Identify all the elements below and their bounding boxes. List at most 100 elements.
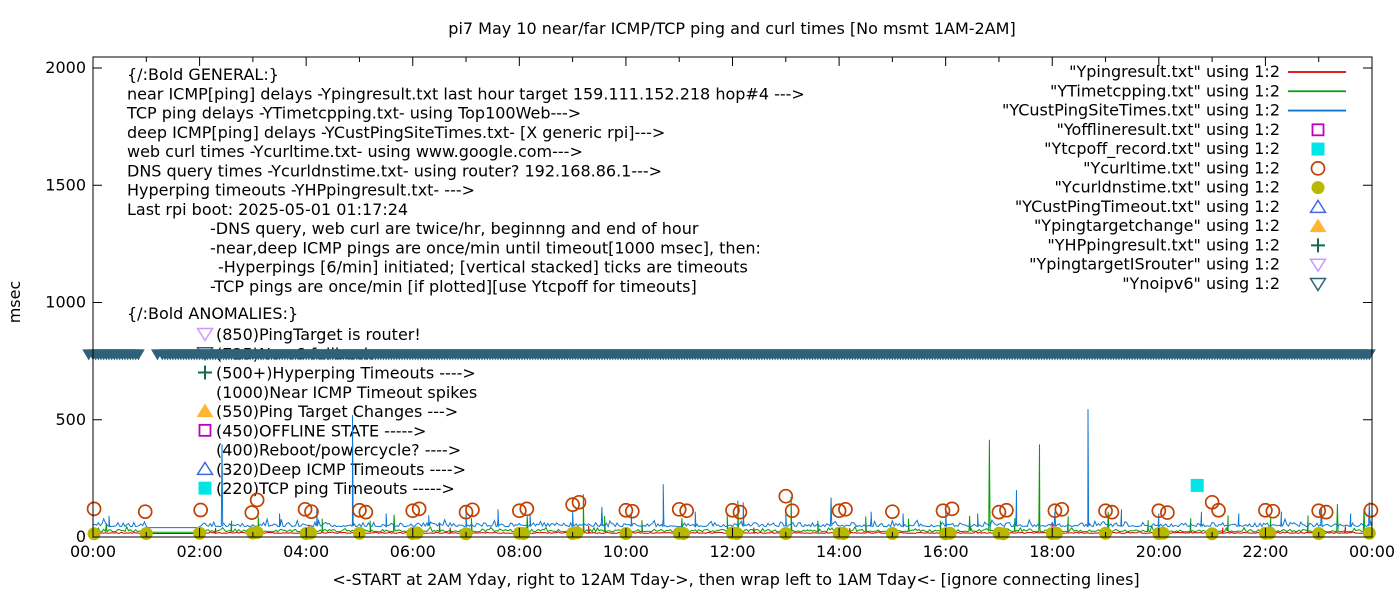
circle-filled-icon: [1263, 526, 1277, 540]
y-tick-label: 1500: [45, 175, 86, 194]
circle-open-icon: [784, 503, 800, 519]
circle-open-icon: [732, 504, 748, 520]
anomaly-row: (1000)Near ICMP Timeout spikes: [216, 383, 477, 402]
legend-row: "Ycurldnstime.txt" using 1:2: [1055, 178, 1325, 197]
noipv6-band: [82, 349, 1376, 361]
circle-open-icon: [1151, 503, 1167, 519]
square-open-icon: [198, 423, 212, 437]
x-axis-label: <-START at 2AM Yday, right to 12AM Tday-…: [332, 570, 1139, 589]
series-Ytcpoff_record.txt: [1190, 478, 1204, 492]
y-axis-label: msec: [5, 281, 24, 324]
x-tick-label: 00:00: [70, 542, 116, 561]
circle-open-icon: [1258, 502, 1273, 518]
triangle-up-open-icon: [1309, 198, 1327, 214]
circle-open-icon: [249, 492, 265, 508]
anomaly-row: (450)OFFLINE STATE ----->: [216, 421, 426, 440]
circle-filled-icon: [943, 526, 957, 540]
square-filled-icon: [1311, 142, 1325, 156]
circle-open-icon: [991, 504, 1007, 520]
anomaly-row: (850)PingTarget is router!: [216, 325, 421, 344]
y-tick-label: 2000: [45, 58, 86, 77]
x-tick-label: 06:00: [390, 542, 436, 561]
x-tick-label: 02:00: [177, 542, 223, 561]
circle-open-icon: [935, 503, 951, 519]
circle-open-icon: [304, 504, 319, 520]
circle-open-icon: [944, 501, 960, 517]
circle-open-icon: [1211, 502, 1226, 518]
x-tick-label: 10:00: [603, 542, 649, 561]
note-line: DNS query times -Ycurldnstime.txt- using…: [127, 161, 662, 180]
legend-label: "YTimetcpping.txt" using 1:2: [1050, 81, 1280, 100]
note-line: -Hyperpings [6/min] initiated; [vertical…: [218, 258, 748, 277]
anomaly-row: (500+)Hyperping Timeouts ---->: [216, 364, 476, 383]
x-tick-label: 12:00: [709, 542, 755, 561]
circle-open-icon: [137, 504, 153, 520]
circle-filled-icon: [87, 527, 101, 541]
triangle-down-icon: [1362, 349, 1376, 361]
chart-title: pi7 May 10 near/far ICMP/TCP ping and cu…: [448, 19, 1015, 38]
circle-filled-icon: [303, 526, 317, 540]
circle-open-icon: [679, 503, 695, 519]
legend-row: "YTimetcpping.txt" using 1:2: [1050, 81, 1346, 100]
note-line: -near,deep ICMP pings are once/min until…: [210, 238, 761, 257]
circle-open-icon: [1104, 504, 1120, 520]
legend-label: "Ytcpoff_record.txt" using 1:2: [1044, 139, 1280, 159]
x-tick-label: 14:00: [816, 542, 862, 561]
circle-open-icon: [831, 503, 847, 519]
circle-open-icon: [1098, 503, 1113, 519]
square-filled-icon: [1190, 478, 1204, 492]
circle-open-icon: [1310, 161, 1326, 176]
y-tick-label: 0: [76, 527, 86, 546]
circle-open-icon: [1318, 504, 1334, 520]
y-tick-label: 500: [55, 410, 86, 429]
circle-open-icon: [511, 503, 527, 519]
triangle-down-icon: [82, 349, 96, 361]
circle-open-icon: [565, 497, 580, 512]
circle-filled-icon: [570, 526, 584, 540]
legend: "Ypingresult.txt" using 1:2"YTimetcpping…: [1002, 62, 1346, 293]
note-line: web curl times -Ycurltime.txt- using www…: [127, 142, 583, 161]
circle-filled-icon: [410, 526, 424, 540]
triangle-up-filled-icon: [196, 403, 214, 418]
anomaly-row: (550)Ping Target Changes --->: [216, 402, 458, 421]
x-tick-label: 04:00: [283, 542, 329, 561]
legend-label: "Ycurltime.txt" using 1:2: [1083, 158, 1280, 177]
triangle-down-open-icon: [1309, 258, 1327, 273]
circle-filled-icon: [1156, 526, 1170, 540]
legend-row: "YHPpingresult.txt" using 1:2: [1047, 235, 1325, 254]
circle-open-icon: [1054, 501, 1070, 517]
plus-icon: [198, 365, 212, 380]
legend-row: "Ynoipv6" using 1:2: [1122, 274, 1327, 293]
circle-open-icon: [1363, 502, 1379, 518]
legend-label: "Ycurldnstime.txt" using 1:2: [1055, 178, 1280, 197]
triangle-down-open-icon: [196, 327, 214, 342]
circle-open-icon: [297, 501, 313, 517]
legend-label: "Ynoipv6" using 1:2: [1122, 274, 1280, 293]
circle-open-icon: [193, 502, 208, 518]
anomaly-row: (220)TCP ping Timeouts ----->: [216, 479, 455, 498]
x-tick-label: 18:00: [1029, 542, 1075, 561]
x-tick-label: 00:00: [1349, 542, 1395, 561]
anomalies-header: {/:Bold ANOMALIES:}: [127, 304, 298, 323]
note-line: deep ICMP[ping] delays -YCustPingSiteTim…: [127, 123, 665, 142]
circle-filled-icon: [250, 526, 264, 540]
circle-open-icon: [618, 502, 634, 518]
note-line: -TCP pings are once/min [if plotted][use…: [210, 277, 697, 296]
note-line: {/:Bold GENERAL:}: [127, 65, 279, 84]
note-line: near ICMP[ping] delays -Ypingresult.txt …: [127, 84, 805, 103]
legend-row: "YCustPingSiteTimes.txt" using 1:2: [1002, 101, 1346, 120]
note-line: TCP ping delays -YTimetcpping.txt- using…: [126, 104, 581, 123]
legend-row: "Ypingresult.txt" using 1:2: [1069, 62, 1346, 81]
anomaly-row: (400)Reboot/powercycle? ---->: [216, 441, 461, 460]
circle-filled-icon: [1311, 181, 1325, 195]
x-tick-label: 20:00: [1136, 542, 1182, 561]
x-tick-label: 16:00: [923, 542, 969, 561]
legend-row: "YpingtargetISrouter" using 1:2: [1029, 255, 1327, 274]
legend-row: "Yofflineresult.txt" using 1:2: [1056, 120, 1325, 139]
circle-open-icon: [885, 504, 900, 520]
circle-open-icon: [519, 501, 535, 517]
legend-label: "Ypingresult.txt" using 1:2: [1069, 62, 1280, 81]
circle-open-icon: [624, 503, 640, 519]
